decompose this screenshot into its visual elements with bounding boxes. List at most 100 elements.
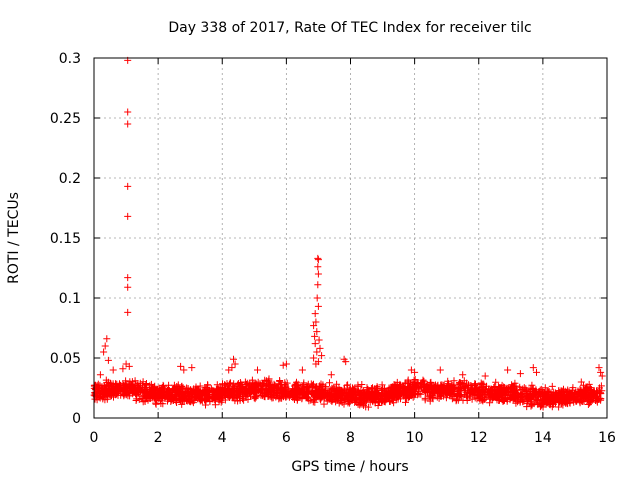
data-point [504, 366, 512, 374]
x-tick-label: 4 [218, 430, 227, 446]
baseline-point [597, 382, 605, 390]
baseline-point [326, 379, 333, 387]
baseline-point [177, 390, 185, 398]
baseline-point [442, 388, 450, 396]
baseline-point [453, 391, 461, 399]
y-tick-label: 0 [72, 411, 81, 427]
y-tick-label: 0.15 [50, 231, 81, 247]
baseline-point [165, 381, 173, 389]
baseline-point [548, 382, 556, 390]
baseline-point [331, 392, 339, 400]
baseline-point [374, 402, 382, 409]
tick-labels: 0 2 4 6 8 10 12 14 16 0 0.05 0.1 0.15 0.2 0.25 0.3 [50, 51, 616, 446]
data-point [282, 360, 290, 368]
baseline-point [468, 384, 476, 392]
baseline-point [119, 387, 127, 395]
baseline-point [293, 378, 300, 386]
baseline-point [436, 386, 444, 394]
data-point [315, 336, 323, 344]
baseline-point [421, 396, 429, 404]
baseline-point [405, 384, 413, 392]
data-point [124, 308, 132, 316]
baseline-point [503, 397, 511, 405]
baseline-point [537, 392, 545, 400]
baseline-point [269, 384, 277, 392]
data-point [101, 342, 109, 350]
data-point [109, 366, 117, 374]
baseline-point [230, 382, 238, 390]
data-point [318, 352, 326, 360]
baseline-point [193, 386, 201, 394]
baseline-point [415, 387, 423, 395]
baseline-point [488, 395, 496, 403]
baseline-point [114, 385, 122, 393]
baseline-point [104, 391, 112, 399]
baseline-point [559, 401, 567, 409]
baseline-point [251, 395, 259, 403]
data-point [313, 348, 321, 356]
baseline-point [519, 385, 527, 393]
baseline-point [135, 395, 143, 403]
baseline-point [295, 392, 303, 400]
baseline-point [240, 396, 248, 404]
baseline-point [396, 384, 404, 392]
baseline-point [148, 386, 156, 394]
baseline-point [345, 398, 353, 405]
baseline-point [276, 388, 284, 396]
baseline-point [256, 387, 264, 395]
baseline-point [107, 388, 115, 396]
baseline-point [460, 384, 468, 392]
baseline-point [183, 397, 191, 405]
baseline-point [389, 389, 396, 397]
baseline-point [582, 391, 590, 399]
x-tick-label: 6 [282, 430, 291, 446]
baseline-point [470, 391, 478, 399]
baseline-point [357, 399, 365, 407]
baseline-point [305, 388, 313, 396]
x-tick-label: 2 [154, 430, 163, 446]
baseline-point [174, 383, 182, 391]
baseline-point [537, 402, 545, 410]
data-point [595, 364, 603, 372]
data-point [481, 372, 489, 380]
baseline-point [429, 392, 437, 400]
baseline-point [374, 384, 382, 392]
baseline-point [514, 390, 521, 398]
baseline-point [454, 396, 462, 404]
baseline-point [320, 400, 328, 408]
baseline-point [493, 392, 501, 400]
baseline-point [523, 399, 531, 407]
baseline-point [178, 400, 186, 408]
baseline-point [492, 378, 500, 386]
baseline-point [258, 392, 266, 400]
data-point [342, 358, 350, 366]
baseline-point [532, 396, 540, 404]
data-point [312, 360, 320, 368]
baseline-point [323, 391, 331, 399]
baseline-point [531, 389, 539, 397]
baseline-point [516, 391, 524, 399]
baseline-point [217, 383, 225, 391]
baseline-point [560, 385, 567, 393]
data-point [177, 362, 185, 370]
baseline-point [164, 388, 172, 396]
data-point [124, 120, 132, 128]
baseline-point [265, 386, 273, 394]
baseline-point [216, 393, 224, 401]
y-tick-label: 0.05 [50, 351, 81, 367]
baseline-point [364, 403, 372, 411]
data-point [180, 366, 188, 374]
data-point [298, 366, 306, 374]
baseline-point [237, 380, 245, 388]
data-point [125, 362, 133, 370]
baseline-point [206, 397, 214, 405]
baseline-point [163, 391, 171, 399]
y-tick-label: 0.1 [59, 291, 81, 307]
baseline-point [349, 394, 357, 402]
baseline-point [381, 398, 389, 406]
baseline-point [157, 400, 165, 407]
data-point [516, 370, 524, 378]
baseline-point [233, 387, 241, 395]
baseline-point [352, 388, 360, 396]
x-tick-label: 12 [470, 430, 488, 446]
